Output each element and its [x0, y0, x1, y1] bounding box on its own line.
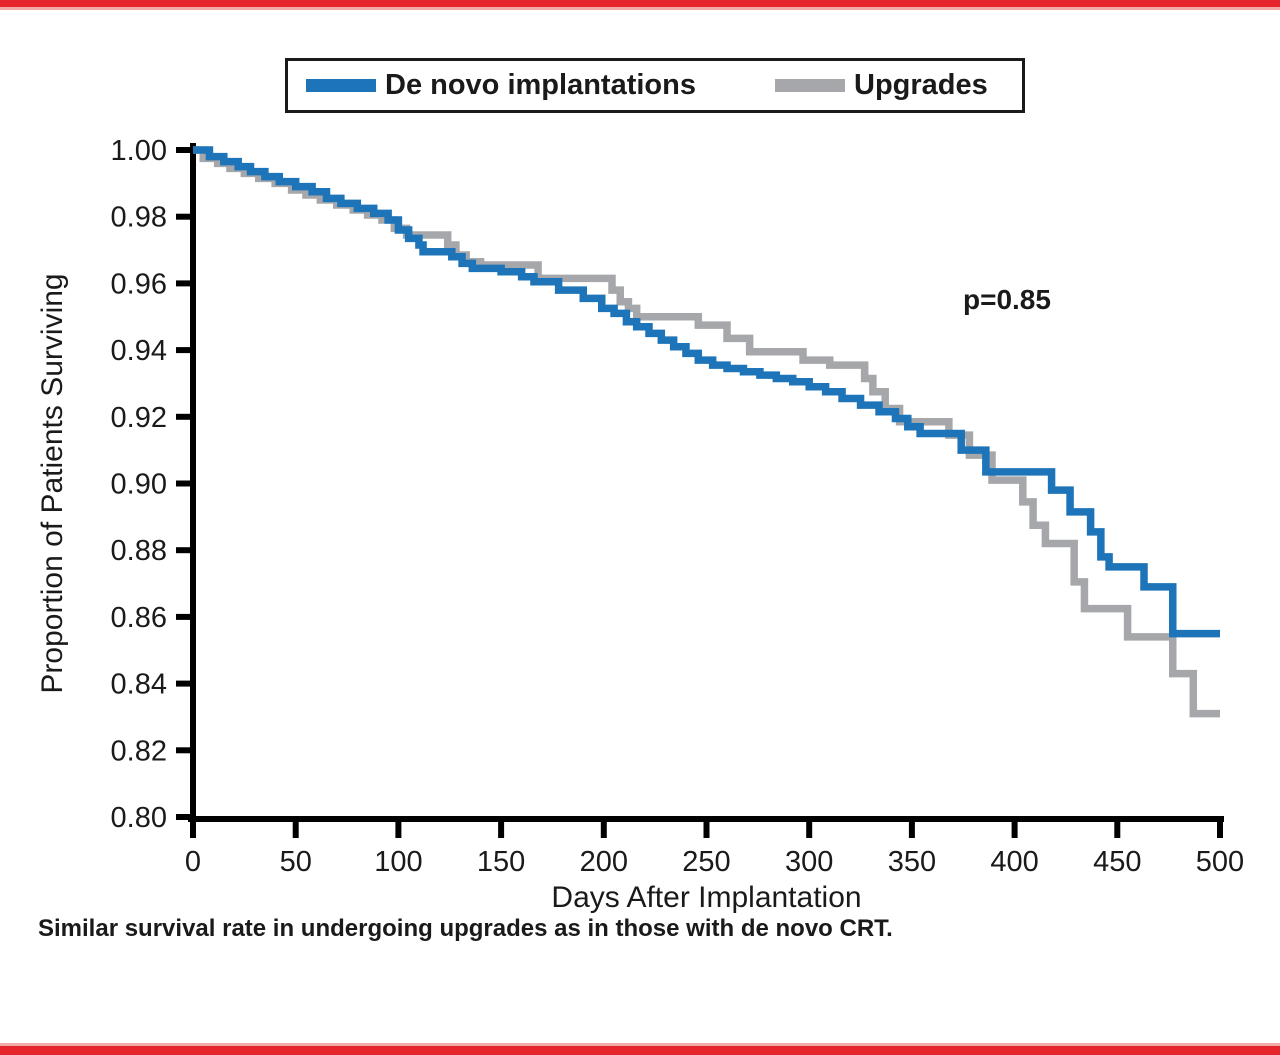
- x-tick-label: 500: [1196, 846, 1244, 878]
- bottom-red-bar: [0, 1046, 1280, 1055]
- legend-label-de-novo: De novo implantations: [385, 69, 696, 101]
- y-tick-label: 0.84: [111, 669, 167, 701]
- y-tick-label: 0.88: [111, 535, 167, 567]
- x-tick-label: 250: [682, 846, 730, 878]
- series-line-de-novo: [193, 146, 1220, 638]
- legend-label-upgrades: Upgrades: [854, 69, 988, 101]
- y-tick-label: 0.86: [111, 602, 167, 634]
- legend-item-de-novo: De novo implantations: [306, 61, 696, 110]
- x-tick-label: 300: [785, 846, 833, 878]
- top-red-bar-accent: [0, 7, 1280, 10]
- y-tick-label: 0.80: [111, 802, 167, 834]
- x-axis-title: Days After Implantation: [551, 881, 861, 914]
- x-tick-label: 50: [280, 846, 312, 878]
- de-novo-line-swatch: [306, 79, 376, 92]
- p-value-annotation: p=0.85: [963, 284, 1051, 315]
- x-tick-label: 100: [374, 846, 422, 878]
- y-tick-label: 0.92: [111, 402, 167, 434]
- chart-legend: De novo implantations Upgrades: [285, 58, 1025, 113]
- top-red-bar: [0, 0, 1280, 7]
- y-tick-label: 0.94: [111, 335, 167, 367]
- x-tick-label: 0: [185, 846, 201, 878]
- x-tick-label: 400: [990, 846, 1038, 878]
- y-tick-label: 0.82: [111, 735, 167, 767]
- figure-caption: Similar survival rate in undergoing upgr…: [38, 915, 893, 942]
- x-tick-label: 350: [888, 846, 936, 878]
- y-tick-label: 1.00: [111, 135, 167, 167]
- bottom-red-bar-accent: [0, 1043, 1280, 1046]
- x-tick-label: 150: [477, 846, 525, 878]
- y-tick-label: 0.96: [111, 268, 167, 300]
- legend-item-upgrades: Upgrades: [775, 61, 988, 110]
- upgrades-line-swatch: [775, 79, 845, 92]
- series-line-upgrades: [193, 146, 1220, 718]
- y-tick-label: 0.90: [111, 469, 167, 501]
- y-axis-title: Proportion of Patients Surviving: [36, 273, 69, 693]
- y-tick-label: 0.98: [111, 202, 167, 234]
- x-tick-label: 200: [580, 846, 628, 878]
- x-tick-label: 450: [1093, 846, 1141, 878]
